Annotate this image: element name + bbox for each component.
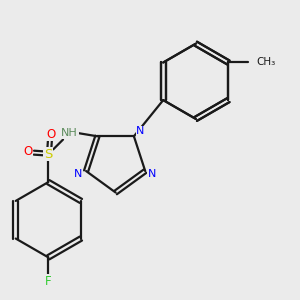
Text: CH₃: CH₃ xyxy=(256,58,275,68)
Text: NH: NH xyxy=(61,128,78,138)
Text: N: N xyxy=(74,169,82,179)
Text: N: N xyxy=(136,126,145,136)
Text: F: F xyxy=(45,275,52,288)
Text: O: O xyxy=(23,145,33,158)
Text: S: S xyxy=(44,148,52,161)
Text: O: O xyxy=(46,128,56,140)
Text: N: N xyxy=(148,169,156,179)
